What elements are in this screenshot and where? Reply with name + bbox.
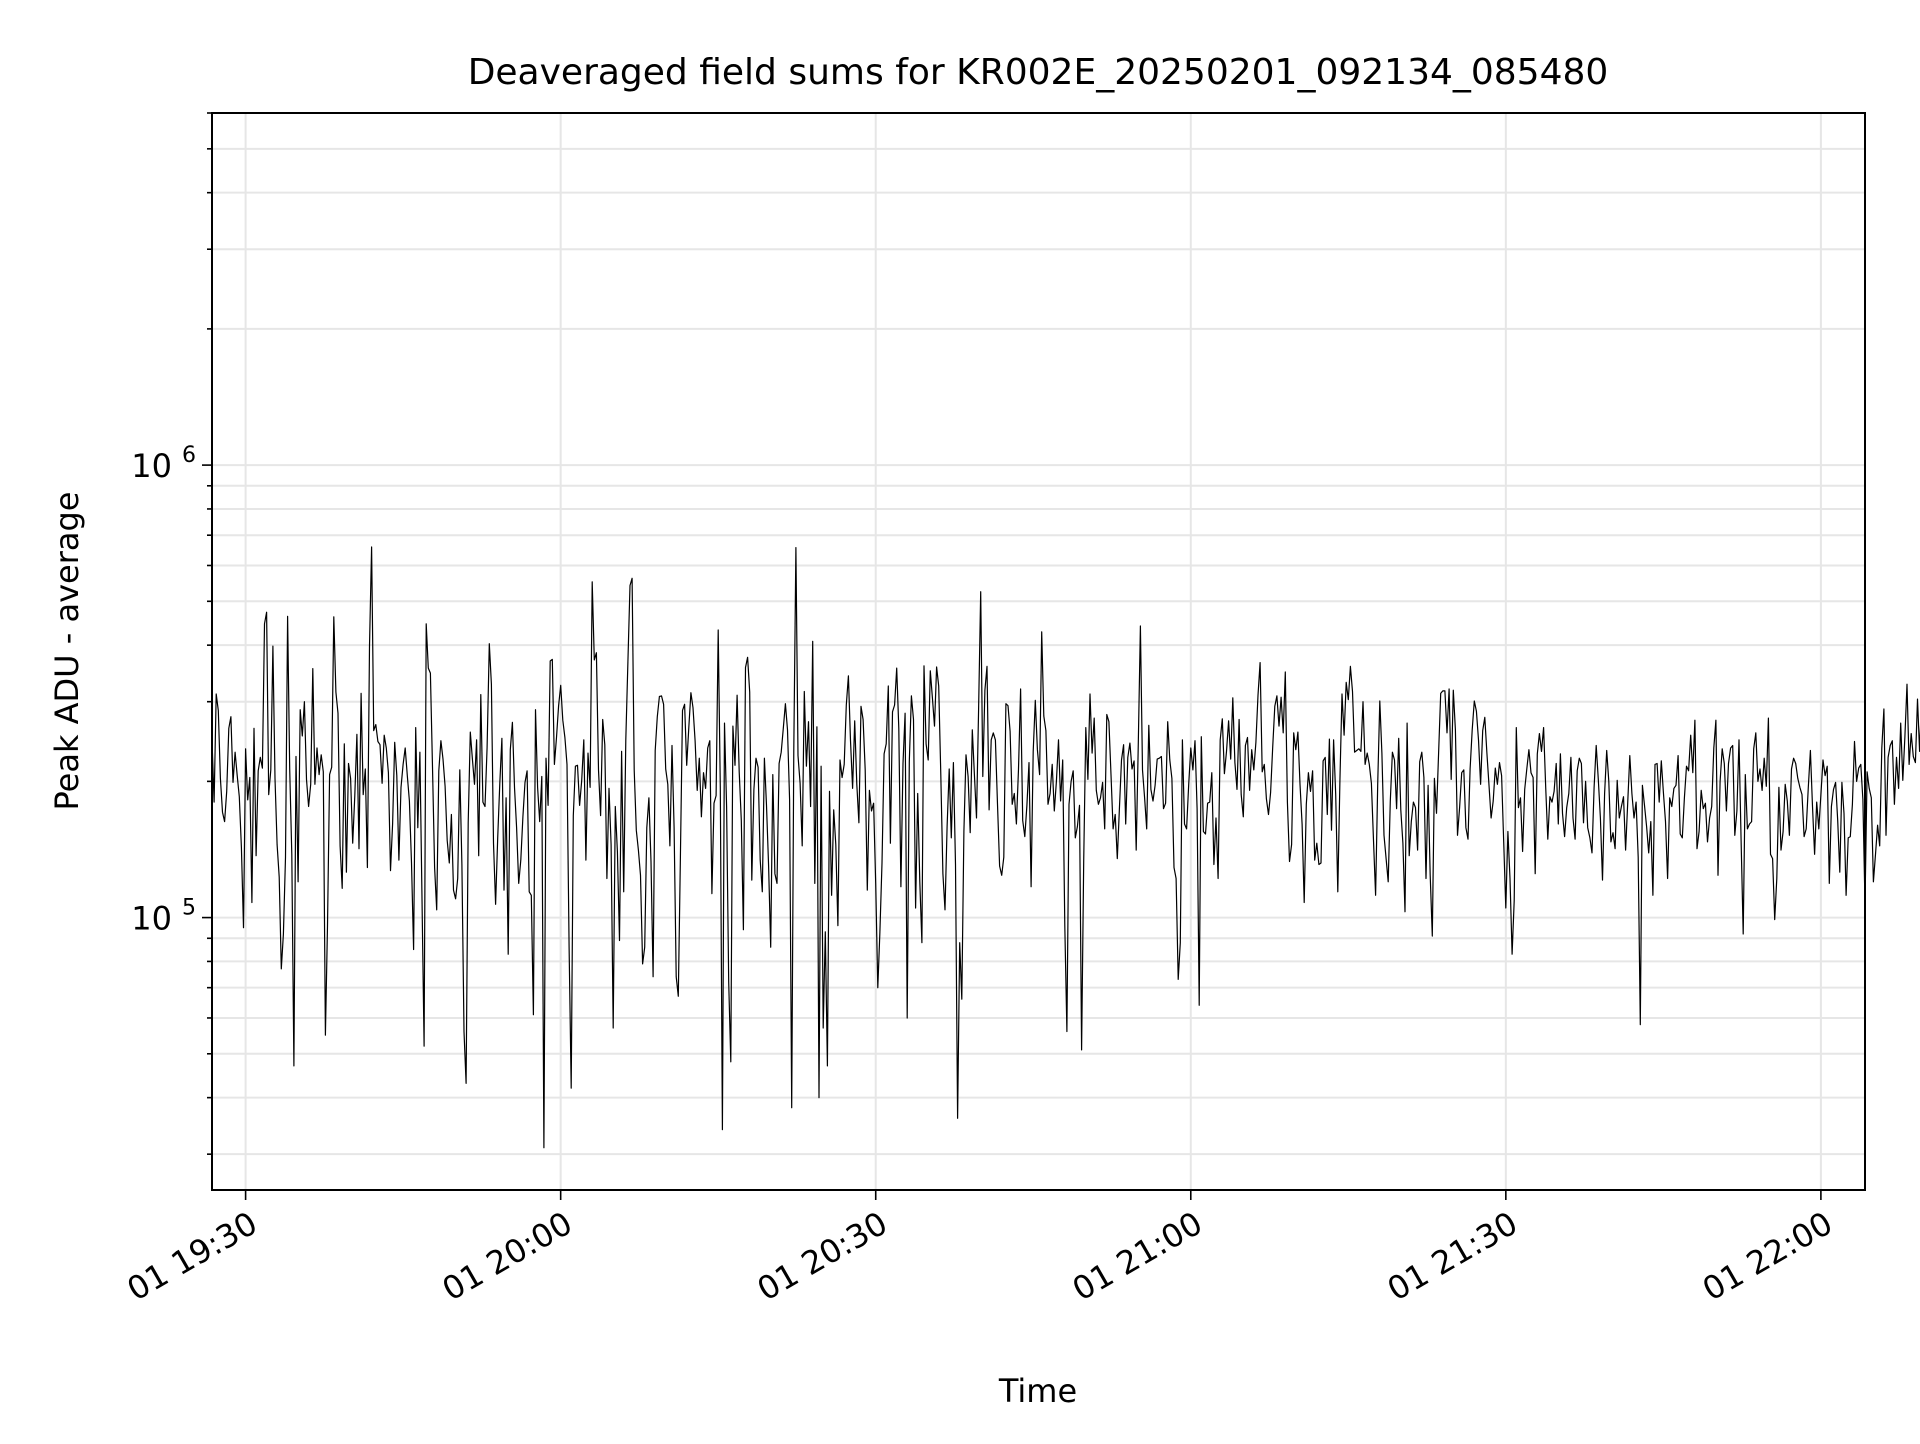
y-tick-label-exponent: 6 [182,443,196,468]
y-tick-label-base: 10 [131,900,172,938]
series-layer [211,546,1920,1149]
x-axis-label: Time [998,1372,1077,1410]
chart-title: Deaveraged field sums for KR002E_2025020… [468,52,1609,93]
y-axis-label: Peak ADU - average [48,492,86,811]
data-series-line [211,546,1920,1149]
y-tick-label: 10 [131,900,172,938]
plot-frame [211,112,1866,1191]
y-tick-label: 10 [131,447,172,485]
y-tick-label-exponent: 5 [182,896,196,921]
y-tick-label-base: 10 [131,447,172,485]
